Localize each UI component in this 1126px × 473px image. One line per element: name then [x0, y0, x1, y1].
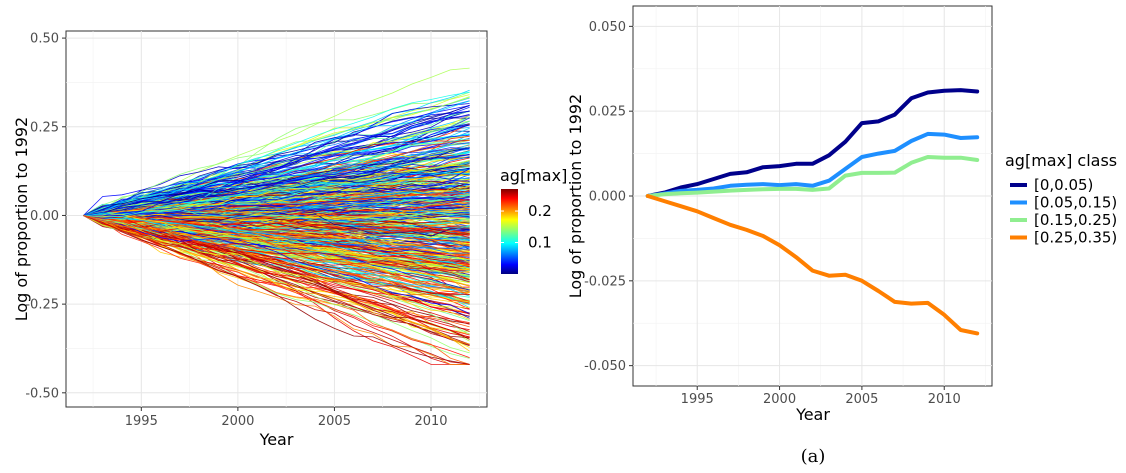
series-line: [83, 110, 470, 216]
left-y-ticks: -0.50 -0.25 0.00 0.25 0.50: [25, 32, 66, 401]
series-line: [83, 100, 470, 216]
series-line: [83, 105, 470, 216]
series-line: [83, 196, 470, 217]
y-tick-label: -0.025: [584, 274, 626, 289]
left-colorbar-legend: ag[max] 0.1 0.2: [500, 166, 567, 274]
x-tick-label: 2010: [928, 392, 961, 407]
y-tick-label: -0.25: [25, 298, 59, 313]
y-tick-label: 0.25: [30, 120, 59, 135]
series-line: [83, 215, 470, 365]
series-line: [83, 215, 470, 345]
left-x-axis-label: Year: [259, 430, 294, 449]
right-grid: [633, 6, 992, 386]
right-chart: 1995 2000 2005 2010 -0.050 -0.025 0.000 0.025 0…: [566, 5, 1117, 424]
figure-caption: (a): [801, 446, 826, 467]
legend-items: [0,0.05)[0.05,0.15)[0.15,0.25)[0.25,0.35…: [1010, 176, 1117, 247]
x-tick-label: 1995: [125, 414, 158, 429]
right-series-lines: [645, 88, 980, 336]
x-tick-label: 2000: [763, 392, 796, 407]
colorbar-ticks: 0.1 0.2: [501, 202, 552, 252]
legend-label: [0,0.05): [1034, 176, 1093, 194]
series-line: [83, 89, 470, 216]
series-line: [83, 199, 470, 220]
legend-label: [0.25,0.35): [1034, 229, 1117, 247]
y-tick-label: 0.050: [589, 20, 626, 35]
series-line: [83, 67, 470, 216]
colorbar: [501, 189, 518, 274]
x-tick-label: 2000: [221, 414, 254, 429]
series-line: [83, 91, 470, 216]
series-line: [83, 134, 470, 216]
right-y-ticks: -0.050 -0.025 0.000 0.025 0.050: [584, 20, 633, 374]
series-line: [83, 211, 470, 237]
series-line: [645, 155, 980, 198]
legend-label: [0.05,0.15): [1034, 194, 1117, 212]
x-tick-label: 2005: [845, 392, 878, 407]
series-line: [83, 215, 470, 270]
y-tick-label: 0.025: [589, 105, 626, 120]
series-line: [83, 215, 470, 293]
colorbar-title: ag[max]: [500, 166, 567, 185]
y-tick-label: 0.00: [30, 209, 59, 224]
x-tick-label: 1995: [681, 392, 714, 407]
y-tick-label: 0.000: [589, 190, 626, 205]
series-line: [83, 215, 470, 324]
series-line: [83, 110, 470, 216]
series-line: [83, 214, 470, 269]
colorbar-tick-label: 0.2: [528, 202, 552, 220]
y-tick-label: -0.50: [25, 386, 59, 401]
y-tick-label: -0.050: [584, 359, 626, 374]
y-tick-label: 0.50: [30, 32, 59, 47]
series-line: [83, 147, 470, 216]
series-line: [83, 96, 470, 216]
right-x-axis-label: Year: [795, 405, 830, 424]
series-line: [83, 182, 470, 217]
series-line: [645, 88, 980, 198]
left-y-axis-label: Log of proportion to 1992: [12, 117, 31, 321]
series-line: [83, 215, 470, 235]
right-x-ticks: 1995 2000 2005 2010: [681, 386, 961, 407]
series-line: [83, 215, 470, 272]
x-tick-label: 2005: [318, 414, 351, 429]
series-line: [83, 215, 470, 314]
right-legend: ag[max] class [0,0.05)[0.05,0.15)[0.15,0…: [1005, 151, 1117, 247]
series-line: [83, 160, 470, 216]
legend-title: ag[max] class: [1005, 151, 1117, 170]
series-line: [83, 213, 470, 271]
series-line: [83, 215, 470, 365]
series-line: [83, 172, 470, 216]
series-line: [83, 215, 470, 236]
series-line: [83, 215, 470, 304]
left-series-lines: [83, 67, 470, 365]
series-line: [83, 124, 470, 216]
series-line: [83, 168, 470, 219]
series-line: [83, 215, 470, 268]
series-line: [645, 194, 980, 336]
series-line: [83, 203, 470, 220]
series-line: [83, 215, 470, 280]
right-y-axis-label: Log of proportion to 1992: [566, 94, 585, 298]
legend-label: [0.15,0.25): [1034, 211, 1117, 229]
series-line: [83, 208, 470, 224]
colorbar-tick-label: 0.1: [528, 234, 552, 252]
x-tick-label: 2010: [414, 414, 447, 429]
left-x-ticks: 1995 2000 2005 2010: [125, 407, 448, 429]
left-chart: 1995 2000 2005 2010 -0.50-0.250.000.250.50 …: [12, 30, 567, 449]
series-line: [645, 131, 980, 198]
series-line: [83, 215, 470, 241]
series-line: [83, 215, 470, 338]
